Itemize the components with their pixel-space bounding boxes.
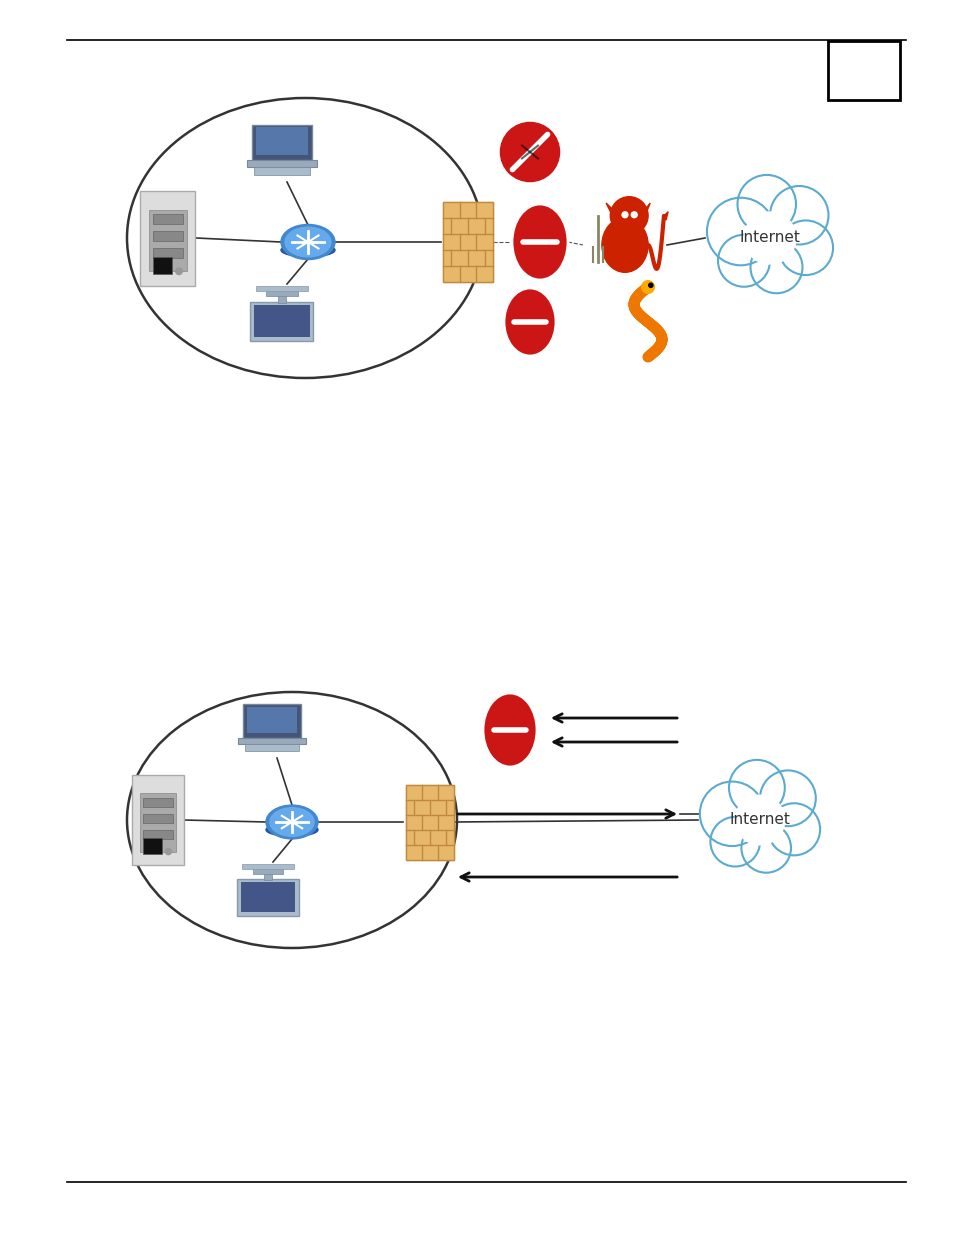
Circle shape [728, 760, 784, 815]
Circle shape [769, 186, 827, 245]
Bar [152, 257, 172, 274]
Bar [266, 289, 297, 296]
Bar [132, 776, 184, 864]
Ellipse shape [601, 217, 647, 272]
Ellipse shape [512, 204, 567, 280]
Polygon shape [663, 211, 667, 220]
Bar [255, 287, 308, 291]
Circle shape [165, 848, 172, 855]
Bar [237, 879, 298, 916]
Circle shape [648, 283, 652, 288]
Bar [143, 814, 172, 823]
Bar [237, 737, 306, 743]
Bar [149, 210, 187, 272]
Bar [278, 295, 286, 304]
Bar [253, 167, 310, 174]
Bar [143, 839, 161, 855]
Bar [254, 305, 310, 337]
Polygon shape [635, 203, 650, 224]
Circle shape [735, 795, 784, 845]
Circle shape [621, 212, 627, 217]
Polygon shape [605, 203, 624, 224]
Circle shape [760, 771, 815, 826]
Circle shape [610, 196, 647, 235]
Circle shape [706, 198, 774, 266]
Text: Internet: Internet [739, 231, 800, 246]
Bar [242, 864, 294, 868]
Bar [255, 127, 308, 156]
Circle shape [710, 816, 760, 867]
Text: Internet: Internet [729, 813, 790, 827]
Bar [143, 830, 172, 839]
Bar [152, 231, 183, 241]
Bar [140, 793, 176, 851]
Bar [140, 190, 195, 285]
Circle shape [778, 221, 832, 275]
Bar [243, 704, 300, 737]
Ellipse shape [281, 225, 335, 259]
Ellipse shape [270, 808, 314, 836]
Circle shape [700, 782, 763, 846]
Bar [241, 882, 294, 911]
Bar [152, 248, 183, 258]
Circle shape [497, 120, 561, 184]
Ellipse shape [503, 288, 556, 356]
Bar [264, 872, 272, 881]
Bar [152, 214, 183, 224]
Bar [143, 798, 172, 806]
Circle shape [750, 241, 801, 293]
Bar [251, 301, 314, 341]
Bar [246, 706, 297, 734]
Circle shape [631, 212, 637, 217]
Circle shape [718, 235, 769, 287]
Ellipse shape [285, 227, 331, 257]
Circle shape [737, 175, 795, 233]
Circle shape [641, 280, 654, 293]
Bar [245, 743, 299, 751]
Circle shape [175, 268, 182, 274]
Bar [442, 203, 493, 282]
Bar [247, 161, 316, 167]
Bar [827, 41, 899, 100]
Bar [253, 867, 283, 873]
Ellipse shape [266, 824, 317, 836]
Ellipse shape [266, 805, 317, 839]
Bar [252, 125, 312, 161]
Circle shape [740, 823, 790, 873]
Circle shape [743, 212, 795, 264]
Ellipse shape [482, 693, 537, 767]
Bar [406, 784, 454, 860]
Bar [442, 203, 493, 282]
Circle shape [767, 803, 820, 856]
Ellipse shape [281, 243, 335, 257]
Bar [406, 784, 454, 860]
